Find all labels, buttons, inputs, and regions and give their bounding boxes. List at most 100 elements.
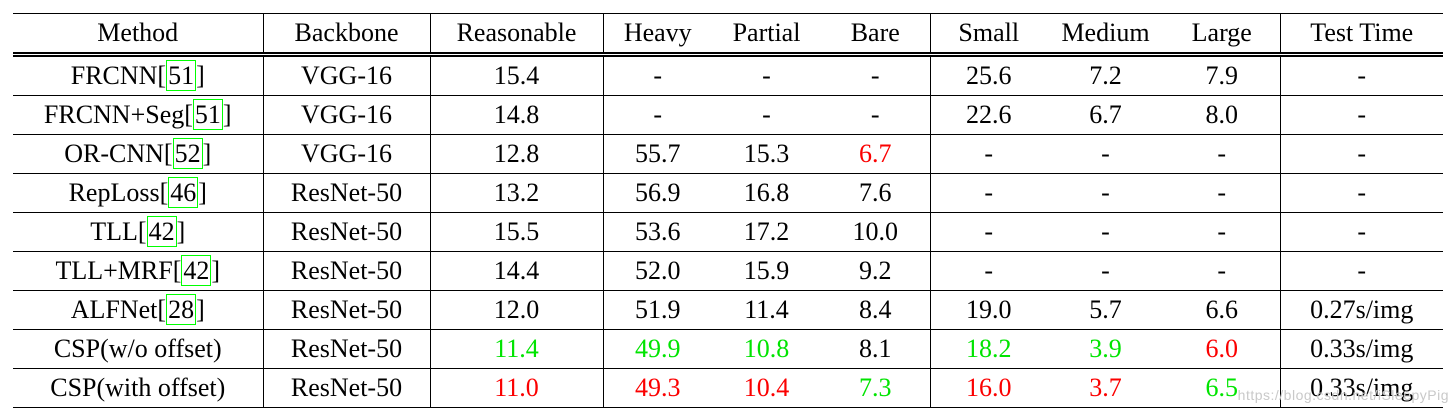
metric-cell: 17.2 <box>743 217 790 246</box>
metric-cell: 6.7 <box>1089 100 1122 129</box>
results-table-container: Method Backbone Reasonable Heavy Partial… <box>13 13 1443 408</box>
column-header-heavy: Heavy <box>602 13 712 55</box>
metric-cell: - <box>1101 139 1110 168</box>
metric-cell: 15.4 <box>429 54 603 96</box>
metric-cell: 56.9 <box>602 173 712 213</box>
backbone-cell: VGG-16 <box>262 134 430 174</box>
citation-ref[interactable]: 46 <box>168 177 199 208</box>
column-header-bare: Bare <box>850 18 900 47</box>
method-cell: CSP(with offset) <box>50 373 226 402</box>
header-row: Method Backbone Reasonable Heavy Partial… <box>13 13 1443 55</box>
metric-cell: - <box>1279 251 1443 291</box>
metric-cell: 49.9 <box>602 329 712 369</box>
metric-cell: - <box>762 100 771 129</box>
metric-cell: - <box>1279 173 1443 213</box>
metric-cell: 10.4 <box>743 373 790 402</box>
citation-ref[interactable]: 52 <box>172 138 203 169</box>
column-header-partial: Partial <box>732 18 801 47</box>
metric-cell: 0.27s/img <box>1279 290 1443 330</box>
metric-cell: 14.4 <box>429 251 603 291</box>
metric-cell: 15.3 <box>743 139 790 168</box>
metric-cell: 25.6 <box>929 54 1047 96</box>
metric-cell: - <box>1101 256 1110 285</box>
metric-cell: 7.3 <box>859 373 892 402</box>
backbone-cell: ResNet-50 <box>262 368 430 408</box>
backbone-cell: ResNet-50 <box>262 329 430 369</box>
metric-cell: 5.7 <box>1089 295 1122 324</box>
table-row: TLL[42] ResNet-50 15.5 53.6 17.2 10.0 - - - - <box>13 212 1443 252</box>
metric-cell: 12.8 <box>429 134 603 174</box>
metric-cell: - <box>1217 139 1227 168</box>
backbone-cell: ResNet-50 <box>262 290 430 330</box>
metric-cell: 16.0 <box>929 368 1047 408</box>
metric-cell: 11.4 <box>429 329 603 369</box>
metric-cell: - <box>929 212 1047 252</box>
method-cell: OR-CNN[52] <box>64 138 212 169</box>
metric-cell: - <box>1279 54 1443 96</box>
results-table: Method Backbone Reasonable Heavy Partial… <box>13 13 1443 408</box>
metric-cell: 18.2 <box>929 329 1047 369</box>
backbone-cell: ResNet-50 <box>262 173 430 213</box>
metric-cell: - <box>602 95 712 135</box>
table-header: Method Backbone Reasonable Heavy Partial… <box>13 13 1443 55</box>
metric-cell: - <box>1279 134 1443 174</box>
method-cell: ALFNet[28] <box>70 294 205 325</box>
results-body: FRCNN[51] VGG-16 15.4- - -25.6 7.2 7.9- FRCNN+S… <box>13 54 1443 408</box>
metric-cell: 11.0 <box>429 368 603 408</box>
table-row: OR-CNN[52] VGG-16 12.8 55.7 15.3 6.7 - - - - <box>13 134 1443 174</box>
column-header-backbone: Backbone <box>262 13 430 55</box>
table-row: RepLoss[46] ResNet-50 13.2 56.9 16.8 7.6 - - - - <box>13 173 1443 213</box>
table-row: CSP(w/o offset) ResNet-50 11.4 49.9 10.8 8.1 1… <box>13 329 1443 369</box>
metric-cell: 55.7 <box>602 134 712 174</box>
metric-cell: 16.8 <box>743 178 790 207</box>
backbone-cell: VGG-16 <box>262 54 430 96</box>
metric-cell: 8.1 <box>859 334 892 363</box>
metric-cell: 6.6 <box>1205 295 1239 324</box>
metric-cell: 7.2 <box>1089 61 1122 90</box>
backbone-cell: VGG-16 <box>262 95 430 135</box>
metric-cell: 9.2 <box>859 256 892 285</box>
metric-cell: 0.33s/img <box>1279 368 1443 408</box>
column-header-test-time: Test Time <box>1279 13 1443 55</box>
metric-cell: 49.3 <box>602 368 712 408</box>
metric-cell: - <box>929 251 1047 291</box>
column-header-reasonable: Reasonable <box>429 13 603 55</box>
metric-cell: 10.0 <box>852 217 899 246</box>
metric-cell: 15.5 <box>429 212 603 252</box>
table-row: CSP(with offset) ResNet-50 11.0 49.3 10.4 7.3… <box>13 368 1443 408</box>
csdn-watermark: https://blog.csdn.net/iSleepyPig <box>1237 387 1449 403</box>
metric-cell: 8.0 <box>1205 100 1239 129</box>
table-row: TLL+MRF[42] ResNet-50 14.4 52.0 15.9 9.2 - - - - <box>13 251 1443 291</box>
table-row: FRCNN[51] VGG-16 15.4- - -25.6 7.2 7.9- <box>13 54 1443 96</box>
metric-cell: 13.2 <box>429 173 603 213</box>
metric-cell: - <box>870 100 880 129</box>
metric-cell: 19.0 <box>929 290 1047 330</box>
metric-cell: - <box>602 54 712 96</box>
metric-cell: - <box>1101 178 1110 207</box>
metric-cell: - <box>870 61 880 90</box>
method-cell: TLL+MRF[42] <box>55 255 221 286</box>
metric-cell: - <box>1101 217 1110 246</box>
citation-ref[interactable]: 51 <box>192 99 223 130</box>
backbone-cell: ResNet-50 <box>262 251 430 291</box>
metric-cell: 53.6 <box>602 212 712 252</box>
column-header-large: Large <box>1191 18 1252 47</box>
citation-ref[interactable]: 51 <box>166 60 197 91</box>
citation-ref[interactable]: 28 <box>166 294 197 325</box>
metric-cell: 15.9 <box>743 256 790 285</box>
citation-ref[interactable]: 42 <box>181 255 212 286</box>
metric-cell: 3.7 <box>1089 373 1122 402</box>
method-cell: TLL[42] <box>90 216 186 247</box>
metric-cell: 11.4 <box>744 295 789 324</box>
method-cell: CSP(w/o offset) <box>53 334 222 363</box>
citation-ref[interactable]: 42 <box>146 216 177 247</box>
method-cell: RepLoss[46] <box>68 177 207 208</box>
column-header-medium: Medium <box>1061 18 1150 47</box>
metric-cell: - <box>1217 217 1227 246</box>
metric-cell: - <box>1217 178 1227 207</box>
metric-cell: - <box>1217 256 1227 285</box>
metric-cell: 8.4 <box>859 295 892 324</box>
column-header-small: Small <box>929 13 1047 55</box>
metric-cell: - <box>762 61 771 90</box>
metric-cell: - <box>929 134 1047 174</box>
